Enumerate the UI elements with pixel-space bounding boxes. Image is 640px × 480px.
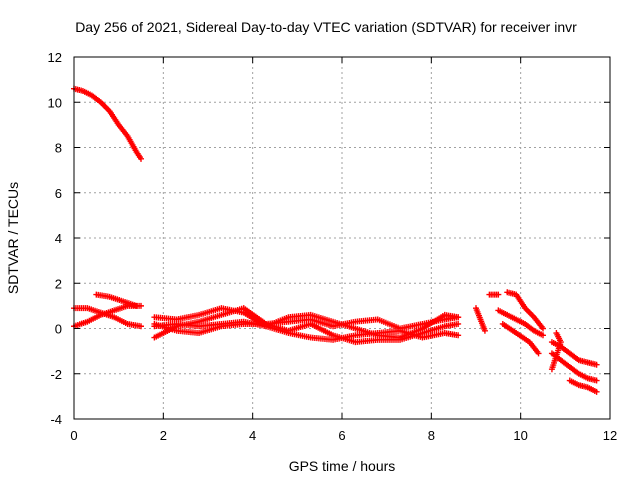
y-tick-label: -4 bbox=[50, 412, 62, 427]
series-s15 bbox=[548, 350, 600, 384]
x-tick-label: 12 bbox=[603, 428, 617, 443]
x-tick-label: 0 bbox=[70, 428, 77, 443]
data-point-marker bbox=[593, 388, 600, 395]
data-point-marker bbox=[495, 291, 502, 298]
series-s17 bbox=[548, 330, 564, 373]
y-tick-label: 12 bbox=[48, 50, 62, 65]
data-point-marker bbox=[138, 155, 144, 162]
x-tick-label: 6 bbox=[338, 428, 345, 443]
y-tick-label: 10 bbox=[48, 95, 62, 110]
data-point-marker bbox=[540, 325, 546, 332]
chart-title: Day 256 of 2021, Sidereal Day-to-day VTE… bbox=[75, 19, 577, 35]
x-tick-label: 4 bbox=[249, 428, 256, 443]
y-tick-label: 6 bbox=[55, 186, 62, 201]
x-tick-label: 8 bbox=[428, 428, 435, 443]
y-tick-label: 0 bbox=[55, 322, 62, 337]
series-s14 bbox=[548, 339, 600, 368]
series-s13 bbox=[499, 320, 542, 357]
data-marks bbox=[71, 85, 600, 395]
series-s8 bbox=[151, 320, 462, 346]
series-s16 bbox=[566, 377, 600, 395]
data-point-marker bbox=[548, 366, 555, 373]
y-axis-label: SDTVAR / TECUs bbox=[5, 182, 21, 294]
tick-layer: 0 2 4 6 8 10 12 -4 -2 0 2 4 6 8 10 12 bbox=[48, 50, 618, 443]
x-tick-label: 2 bbox=[160, 428, 167, 443]
data-point-marker bbox=[481, 327, 488, 334]
series-s9 bbox=[473, 305, 488, 334]
data-point-marker bbox=[455, 320, 462, 327]
y-tick-label: 4 bbox=[55, 231, 62, 246]
data-point-marker bbox=[455, 332, 462, 339]
data-point-marker bbox=[455, 314, 462, 321]
series-s11 bbox=[504, 289, 546, 332]
series-s1 bbox=[71, 85, 144, 162]
series-s12 bbox=[495, 307, 546, 339]
data-point-marker bbox=[593, 377, 600, 384]
grid-layer bbox=[74, 57, 610, 419]
x-axis-label: GPS time / hours bbox=[289, 458, 396, 474]
data-point-marker bbox=[535, 350, 542, 357]
data-point-marker bbox=[540, 332, 546, 339]
y-tick-label: 2 bbox=[55, 276, 62, 291]
data-point-marker bbox=[593, 361, 600, 368]
y-tick-label: -2 bbox=[50, 367, 62, 382]
series-s10 bbox=[486, 291, 502, 298]
y-tick-label: 8 bbox=[55, 141, 62, 156]
data-point-marker bbox=[138, 323, 144, 330]
series-s4 bbox=[93, 291, 140, 309]
x-tick-label: 10 bbox=[513, 428, 527, 443]
data-point-marker bbox=[133, 302, 140, 309]
